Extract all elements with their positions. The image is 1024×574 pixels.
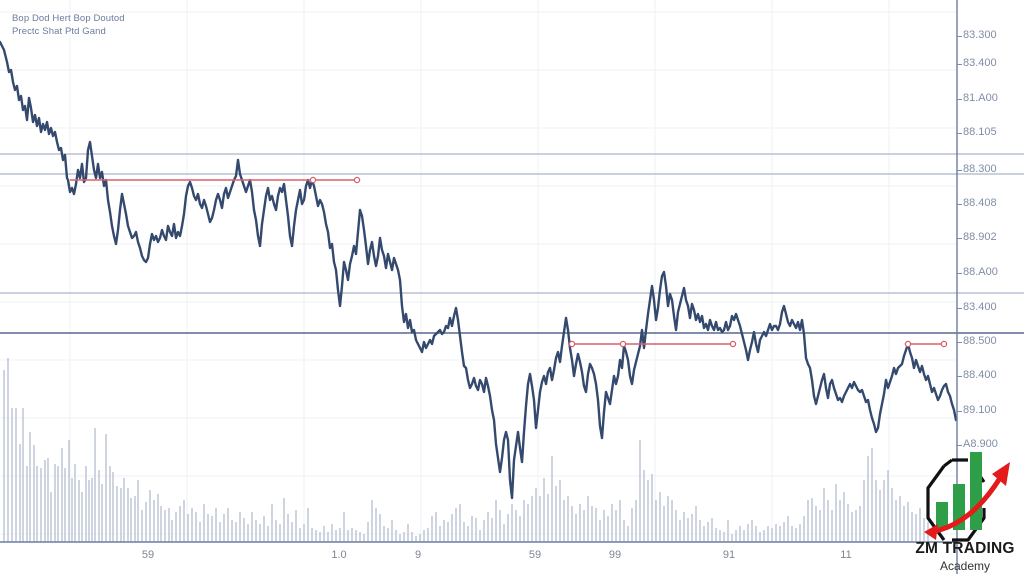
chart-grid xyxy=(0,0,957,542)
y-tick-mark xyxy=(957,342,962,343)
x-tick-label: 1.0 xyxy=(331,549,347,561)
logo-chart-icon xyxy=(924,452,1010,542)
zm-trading-logo: ZM TRADING Academy xyxy=(906,452,1024,574)
chart-subtitle: Prectc Shat Ptd Gand xyxy=(12,26,106,37)
y-tick-label: 88.300 xyxy=(963,163,997,175)
resistance-marker[interactable] xyxy=(309,176,317,184)
y-tick-mark xyxy=(957,64,962,65)
y-tick-label: 88.105 xyxy=(963,126,997,138)
y-tick-mark xyxy=(957,36,962,37)
y-tick-mark xyxy=(957,445,962,446)
x-tick-label: 91 xyxy=(722,549,736,561)
y-tick-label: 88.902 xyxy=(963,231,997,243)
y-tick-mark xyxy=(957,170,962,171)
y-tick-mark xyxy=(957,204,962,205)
y-tick-label: 88.400 xyxy=(963,369,997,381)
resistance-marker[interactable] xyxy=(619,340,627,348)
resistance-marker[interactable] xyxy=(729,340,737,348)
resistance-marker[interactable] xyxy=(904,340,912,348)
resistance-marker[interactable] xyxy=(353,176,361,184)
y-tick-mark xyxy=(957,99,962,100)
horizontal-levels[interactable] xyxy=(0,153,1024,334)
y-tick-label: 88.408 xyxy=(963,197,997,209)
y-tick-mark xyxy=(957,238,962,239)
y-tick-label: 89.100 xyxy=(963,404,997,416)
resistance-marker[interactable] xyxy=(940,340,948,348)
x-tick-label: 99 xyxy=(608,549,622,561)
logo-title: ZM TRADING xyxy=(915,540,1015,557)
x-tick-label: 59 xyxy=(528,549,542,561)
y-tick-mark xyxy=(957,376,962,377)
y-tick-label: 81.A00 xyxy=(963,92,998,104)
y-tick-label: 88.500 xyxy=(963,335,997,347)
y-tick-label: 83.400 xyxy=(963,57,997,69)
y-tick-label: 83.300 xyxy=(963,29,997,41)
volume-bars xyxy=(3,358,929,542)
x-tick-label: 9 xyxy=(414,549,422,561)
y-tick-label: 83.400 xyxy=(963,301,997,313)
x-tick-label: 11 xyxy=(840,549,852,561)
y-tick-mark xyxy=(957,308,962,309)
y-tick-label: 88.A00 xyxy=(963,266,998,278)
resistance-lines[interactable] xyxy=(70,176,948,348)
chart-title: Bop Dod Hert Bop Doutod xyxy=(12,13,125,24)
logo-subtitle: Academy xyxy=(939,559,991,573)
y-tick-mark xyxy=(957,133,962,134)
y-tick-mark xyxy=(957,273,962,274)
x-tick-label: 59 xyxy=(141,549,155,561)
y-tick-mark xyxy=(957,411,962,412)
resistance-marker[interactable] xyxy=(568,340,576,348)
price-line xyxy=(0,40,958,500)
y-tick-label: A8.900 xyxy=(963,438,998,450)
